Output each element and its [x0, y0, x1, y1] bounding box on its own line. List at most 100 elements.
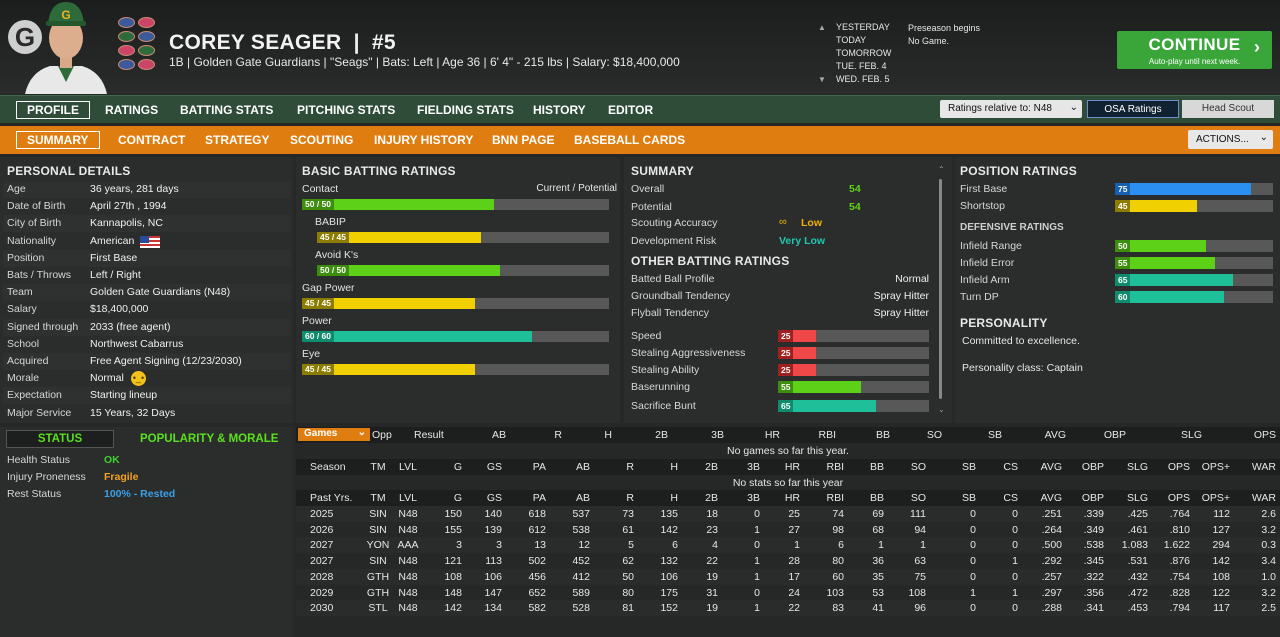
rating-label: Power: [302, 315, 332, 327]
date-item[interactable]: TUE. FEB. 4: [836, 61, 887, 71]
continue-label: CONTINUE: [1148, 35, 1241, 54]
rating-bar-fill: [1115, 200, 1197, 212]
status-label: Health Status: [7, 454, 71, 466]
chevron-up-icon[interactable]: ▲: [818, 23, 826, 32]
table-cell: 0: [754, 539, 760, 552]
tab-fielding-stats[interactable]: FIELDING STATS: [417, 103, 514, 117]
actions-dropdown[interactable]: ACTIONS... ⌄: [1188, 130, 1273, 149]
rating-value: 25: [778, 330, 794, 342]
tab-scouting[interactable]: SCOUTING: [290, 133, 354, 147]
date-item[interactable]: TOMORROW: [836, 48, 892, 58]
chevron-down-icon[interactable]: ⌄: [938, 405, 945, 414]
tab-ratings[interactable]: RATINGS: [105, 103, 159, 117]
tab-profile[interactable]: PROFILE: [16, 101, 91, 119]
column-header[interactable]: SLG: [1180, 429, 1202, 441]
rating-bar: 45 / 45: [302, 364, 609, 375]
no-stats-message: No stats so far this year: [732, 477, 844, 489]
rating-value: 45: [1115, 200, 1131, 212]
rating-bar-fill: [317, 232, 481, 243]
date-item[interactable]: TODAY: [836, 35, 867, 45]
rating-bar: 65: [1115, 274, 1273, 286]
tab-injury-history[interactable]: INJURY HISTORY: [374, 133, 474, 147]
detail-label: City of Birth: [7, 217, 62, 230]
tab-pitching-stats[interactable]: PITCHING STATS: [297, 103, 396, 117]
rating-value: 50 / 50: [302, 199, 334, 210]
table-cell: SLG: [1126, 492, 1148, 504]
detail-value: 2033 (free agent): [90, 320, 171, 333]
summary-panel: SUMMARY Overall 54 Potential 54 Scouting Acc…: [624, 157, 952, 423]
table-cell: 3: [496, 539, 502, 552]
tab-history[interactable]: HISTORY: [533, 103, 586, 117]
date-item[interactable]: YESTERDAY: [836, 22, 890, 32]
column-header[interactable]: SB: [987, 429, 1002, 441]
column-header[interactable]: H: [604, 429, 612, 441]
date-item[interactable]: WED. FEB. 5: [836, 74, 890, 84]
column-header[interactable]: RBI: [818, 429, 836, 441]
detail-value: $18,400,000: [90, 303, 149, 316]
table-cell: 2.5: [1261, 602, 1276, 615]
detail-label: Age: [7, 183, 26, 195]
table-cell: RBI: [826, 492, 844, 504]
column-header[interactable]: AVG: [1044, 429, 1066, 441]
table-cell: CS: [1003, 492, 1018, 504]
column-header[interactable]: 2B: [655, 429, 668, 441]
column-header[interactable]: Opp: [372, 429, 392, 441]
head-scout-toggle[interactable]: Head Scout: [1182, 100, 1274, 118]
table-cell: 2B: [705, 492, 718, 504]
tab-strategy[interactable]: STRATEGY: [205, 133, 270, 147]
continue-button[interactable]: CONTINUE Auto-play until next week. ›: [1117, 31, 1272, 69]
team-logo-icon: [118, 45, 135, 56]
table-cell: R: [626, 492, 634, 504]
table-cell: 2026: [310, 523, 334, 536]
chevron-up-icon[interactable]: ⌃: [938, 165, 945, 174]
team-history-logos: [118, 17, 156, 71]
table-cell: .432: [1127, 570, 1148, 583]
column-header[interactable]: HR: [764, 429, 780, 441]
tab-contract[interactable]: CONTRACT: [118, 133, 186, 147]
table-cell: .828: [1169, 586, 1190, 599]
tab-baseball-cards[interactable]: BASEBALL CARDS: [574, 133, 686, 147]
ratings-relative-select[interactable]: Ratings relative to: N48 ⌄: [940, 100, 1082, 118]
table-cell: 2.6: [1261, 508, 1276, 520]
table-cell: 103: [826, 586, 844, 599]
chevron-down-icon: ⌄: [357, 427, 366, 438]
table-row: 2028 GTH N48 108 106 456 412 50 106 19 1 17 60 35 75 0 0…: [296, 568, 1280, 585]
tab-status[interactable]: STATUS: [6, 430, 114, 448]
games-dropdown[interactable]: Games ⌄: [298, 427, 370, 441]
tab-bnn-page[interactable]: BNN PAGE: [492, 133, 555, 147]
rating-bar: 55: [1115, 257, 1273, 269]
table-cell: 62: [622, 555, 634, 568]
column-header[interactable]: BB: [875, 429, 890, 441]
column-header[interactable]: AB: [491, 429, 506, 441]
baserunning-label: Stealing Aggressiveness: [631, 347, 746, 359]
table-cell: .292: [1041, 555, 1062, 568]
table-cell: 618: [528, 508, 546, 520]
rating-bar: 25: [778, 330, 929, 342]
table-cell: 5: [628, 539, 634, 552]
column-header[interactable]: 3B: [711, 429, 724, 441]
osa-ratings-toggle[interactable]: OSA Ratings: [1087, 100, 1179, 118]
tab-summary[interactable]: SUMMARY: [16, 131, 100, 149]
tab-editor[interactable]: EDITOR: [608, 103, 654, 117]
table-cell: GS: [486, 461, 502, 473]
scrollbar-thumb[interactable]: [939, 179, 942, 399]
column-header[interactable]: R: [554, 429, 562, 441]
rating-bar-fill: [1115, 183, 1251, 195]
column-header[interactable]: Result: [414, 429, 444, 441]
table-cell: 74: [832, 508, 844, 520]
summary-value: 54: [849, 183, 861, 195]
app-logo-icon[interactable]: G: [8, 20, 42, 54]
detail-label: Date of Birth: [7, 200, 66, 213]
rating-bar: 45 / 45: [302, 298, 609, 309]
other-rating-value: Spray Hitter: [873, 290, 929, 302]
table-cell: 69: [872, 508, 884, 520]
event-text: Preseason begins: [908, 23, 981, 33]
tab-popularity-morale[interactable]: POPULARITY & MORALE: [140, 433, 279, 445]
tab-batting-stats[interactable]: BATTING STATS: [180, 103, 274, 117]
scrollbar[interactable]: ⌃ ⌄: [937, 165, 945, 419]
chevron-down-icon[interactable]: ▼: [818, 75, 826, 84]
defensive-ratings-title: DEFENSIVE RATINGS: [960, 222, 1064, 233]
column-header[interactable]: OPS: [1253, 429, 1276, 441]
column-header[interactable]: SO: [926, 429, 942, 441]
column-header[interactable]: OBP: [1103, 429, 1126, 441]
